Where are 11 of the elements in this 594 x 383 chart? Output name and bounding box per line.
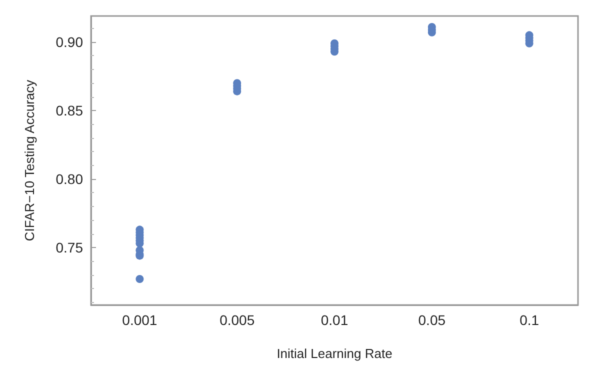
x-tick-label: 0.005 xyxy=(220,312,255,328)
x-tick-label: 0.001 xyxy=(122,312,158,328)
x-axis-title: Initial Learning Rate xyxy=(276,346,392,361)
y-tick-label: 0.85 xyxy=(56,102,84,119)
y-tick-label: 0.80 xyxy=(56,170,84,187)
y-tick-label: 0.75 xyxy=(56,239,84,256)
y-tick-label: 0.90 xyxy=(56,34,84,50)
x-tick-label: 0.1 xyxy=(520,312,540,328)
y-axis-title: CIFAR−10 Testing Accuracy xyxy=(22,79,37,242)
x-tick-label: 0.05 xyxy=(418,312,446,328)
x-tick-label: 0.01 xyxy=(320,312,348,328)
